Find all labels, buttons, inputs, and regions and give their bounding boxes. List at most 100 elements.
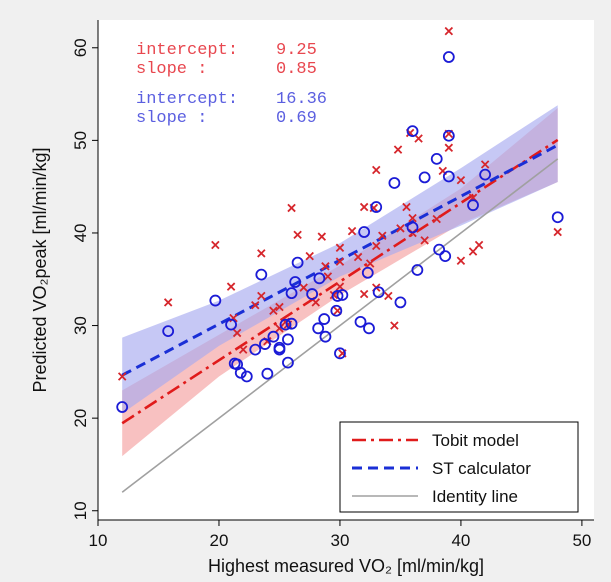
annotation-value: 0.69 (276, 109, 317, 128)
point-cross (275, 302, 284, 312)
point-circle (267, 330, 280, 343)
point-cross (163, 298, 173, 307)
point-circle (306, 288, 319, 300)
point-cross (553, 227, 562, 237)
annotation-value: 0.85 (276, 60, 317, 79)
x-tick-label: 10 (89, 531, 108, 550)
point-circle (363, 322, 375, 335)
data-points (116, 26, 564, 413)
point-circle (282, 333, 294, 346)
point-circle (479, 168, 492, 181)
point-cross (359, 202, 369, 212)
point-circle (279, 318, 292, 331)
point-circle (551, 211, 564, 224)
point-cross (311, 298, 320, 307)
point-cross (474, 240, 484, 250)
point-circle (361, 266, 374, 279)
point-circle (331, 290, 344, 302)
y-tick-label: 60 (71, 38, 90, 57)
point-circle (312, 322, 325, 335)
point-cross (372, 241, 381, 251)
point-cross (211, 240, 220, 250)
annotation-label: intercept: (136, 90, 238, 109)
point-cross (408, 213, 417, 223)
point-circle (430, 152, 443, 165)
annotation-label: intercept: (136, 41, 238, 60)
line-st-calculator (121, 143, 559, 377)
point-circle (225, 318, 237, 331)
point-circle (370, 201, 383, 213)
legend-label: Tobit model (432, 431, 519, 450)
point-circle (388, 177, 401, 189)
point-circle (209, 294, 222, 307)
point-cross (353, 252, 363, 262)
point-circle (255, 268, 268, 281)
point-cross (480, 160, 490, 169)
annotation-label: slope : (136, 109, 207, 128)
point-circle (249, 343, 262, 356)
x-tick-label: 20 (210, 531, 229, 550)
point-circle (330, 304, 343, 317)
point-cross (275, 324, 284, 333)
point-cross (226, 282, 236, 291)
legend-label: ST calculator (432, 459, 531, 478)
point-cross (396, 224, 405, 233)
point-cross (329, 290, 339, 300)
line-identity-line (121, 158, 559, 493)
point-circle (313, 272, 326, 285)
y-tick-label: 50 (71, 131, 90, 150)
point-circle (282, 356, 294, 369)
line-tobit-model (121, 138, 559, 425)
point-cross (335, 257, 345, 266)
legend-label: Identity line (432, 487, 518, 506)
y-tick-label: 10 (71, 501, 90, 520)
point-circle (442, 51, 455, 63)
point-cross (335, 282, 345, 291)
y-tick-label: 40 (71, 224, 90, 243)
y-tick-label: 20 (71, 409, 90, 428)
point-circle (116, 401, 129, 413)
point-cross (456, 175, 466, 185)
point-circle (354, 315, 367, 328)
point-circle (406, 125, 419, 138)
point-circle (319, 330, 332, 343)
point-circle (439, 250, 452, 263)
point-circle (467, 199, 479, 212)
point-cross (238, 345, 248, 354)
point-cross (402, 202, 411, 212)
point-cross (359, 289, 369, 299)
point-circle (418, 171, 431, 184)
point-cross (378, 231, 387, 240)
x-tick-label: 50 (572, 531, 591, 550)
annotations: intercept: 9.25 slope : 0.85 intercept: 16.36… (136, 41, 327, 128)
point-cross (323, 272, 333, 281)
annotation-label: slope : (136, 60, 207, 79)
point-cross (229, 313, 238, 323)
y-axis-label: Predicted VO₂peak [ml/min/kg] (30, 147, 50, 392)
point-circle (291, 256, 304, 269)
point-circle (394, 296, 407, 309)
point-circle (240, 370, 253, 383)
point-cross (365, 259, 375, 268)
x-tick-label: 40 (451, 531, 470, 550)
annotation-value: 16.36 (276, 90, 327, 109)
point-cross (335, 243, 345, 253)
point-circle (406, 221, 419, 234)
point-cross (299, 283, 308, 292)
point-cross (468, 247, 478, 256)
point-cross (317, 232, 327, 241)
legend: Tobit model ST calculator Identity line (339, 421, 579, 513)
point-circle (259, 338, 271, 350)
point-cross (293, 230, 302, 240)
point-circle (336, 289, 349, 301)
point-cross (414, 134, 423, 143)
point-circle (261, 367, 274, 380)
point-cross (321, 262, 330, 271)
point-circle (358, 226, 371, 238)
point-cross (257, 291, 266, 301)
point-cross (257, 249, 266, 258)
point-circle (234, 366, 247, 379)
point-circle (285, 287, 298, 300)
axes: 10 20 30 40 50 10 20 30 40 50 60 (71, 20, 594, 550)
